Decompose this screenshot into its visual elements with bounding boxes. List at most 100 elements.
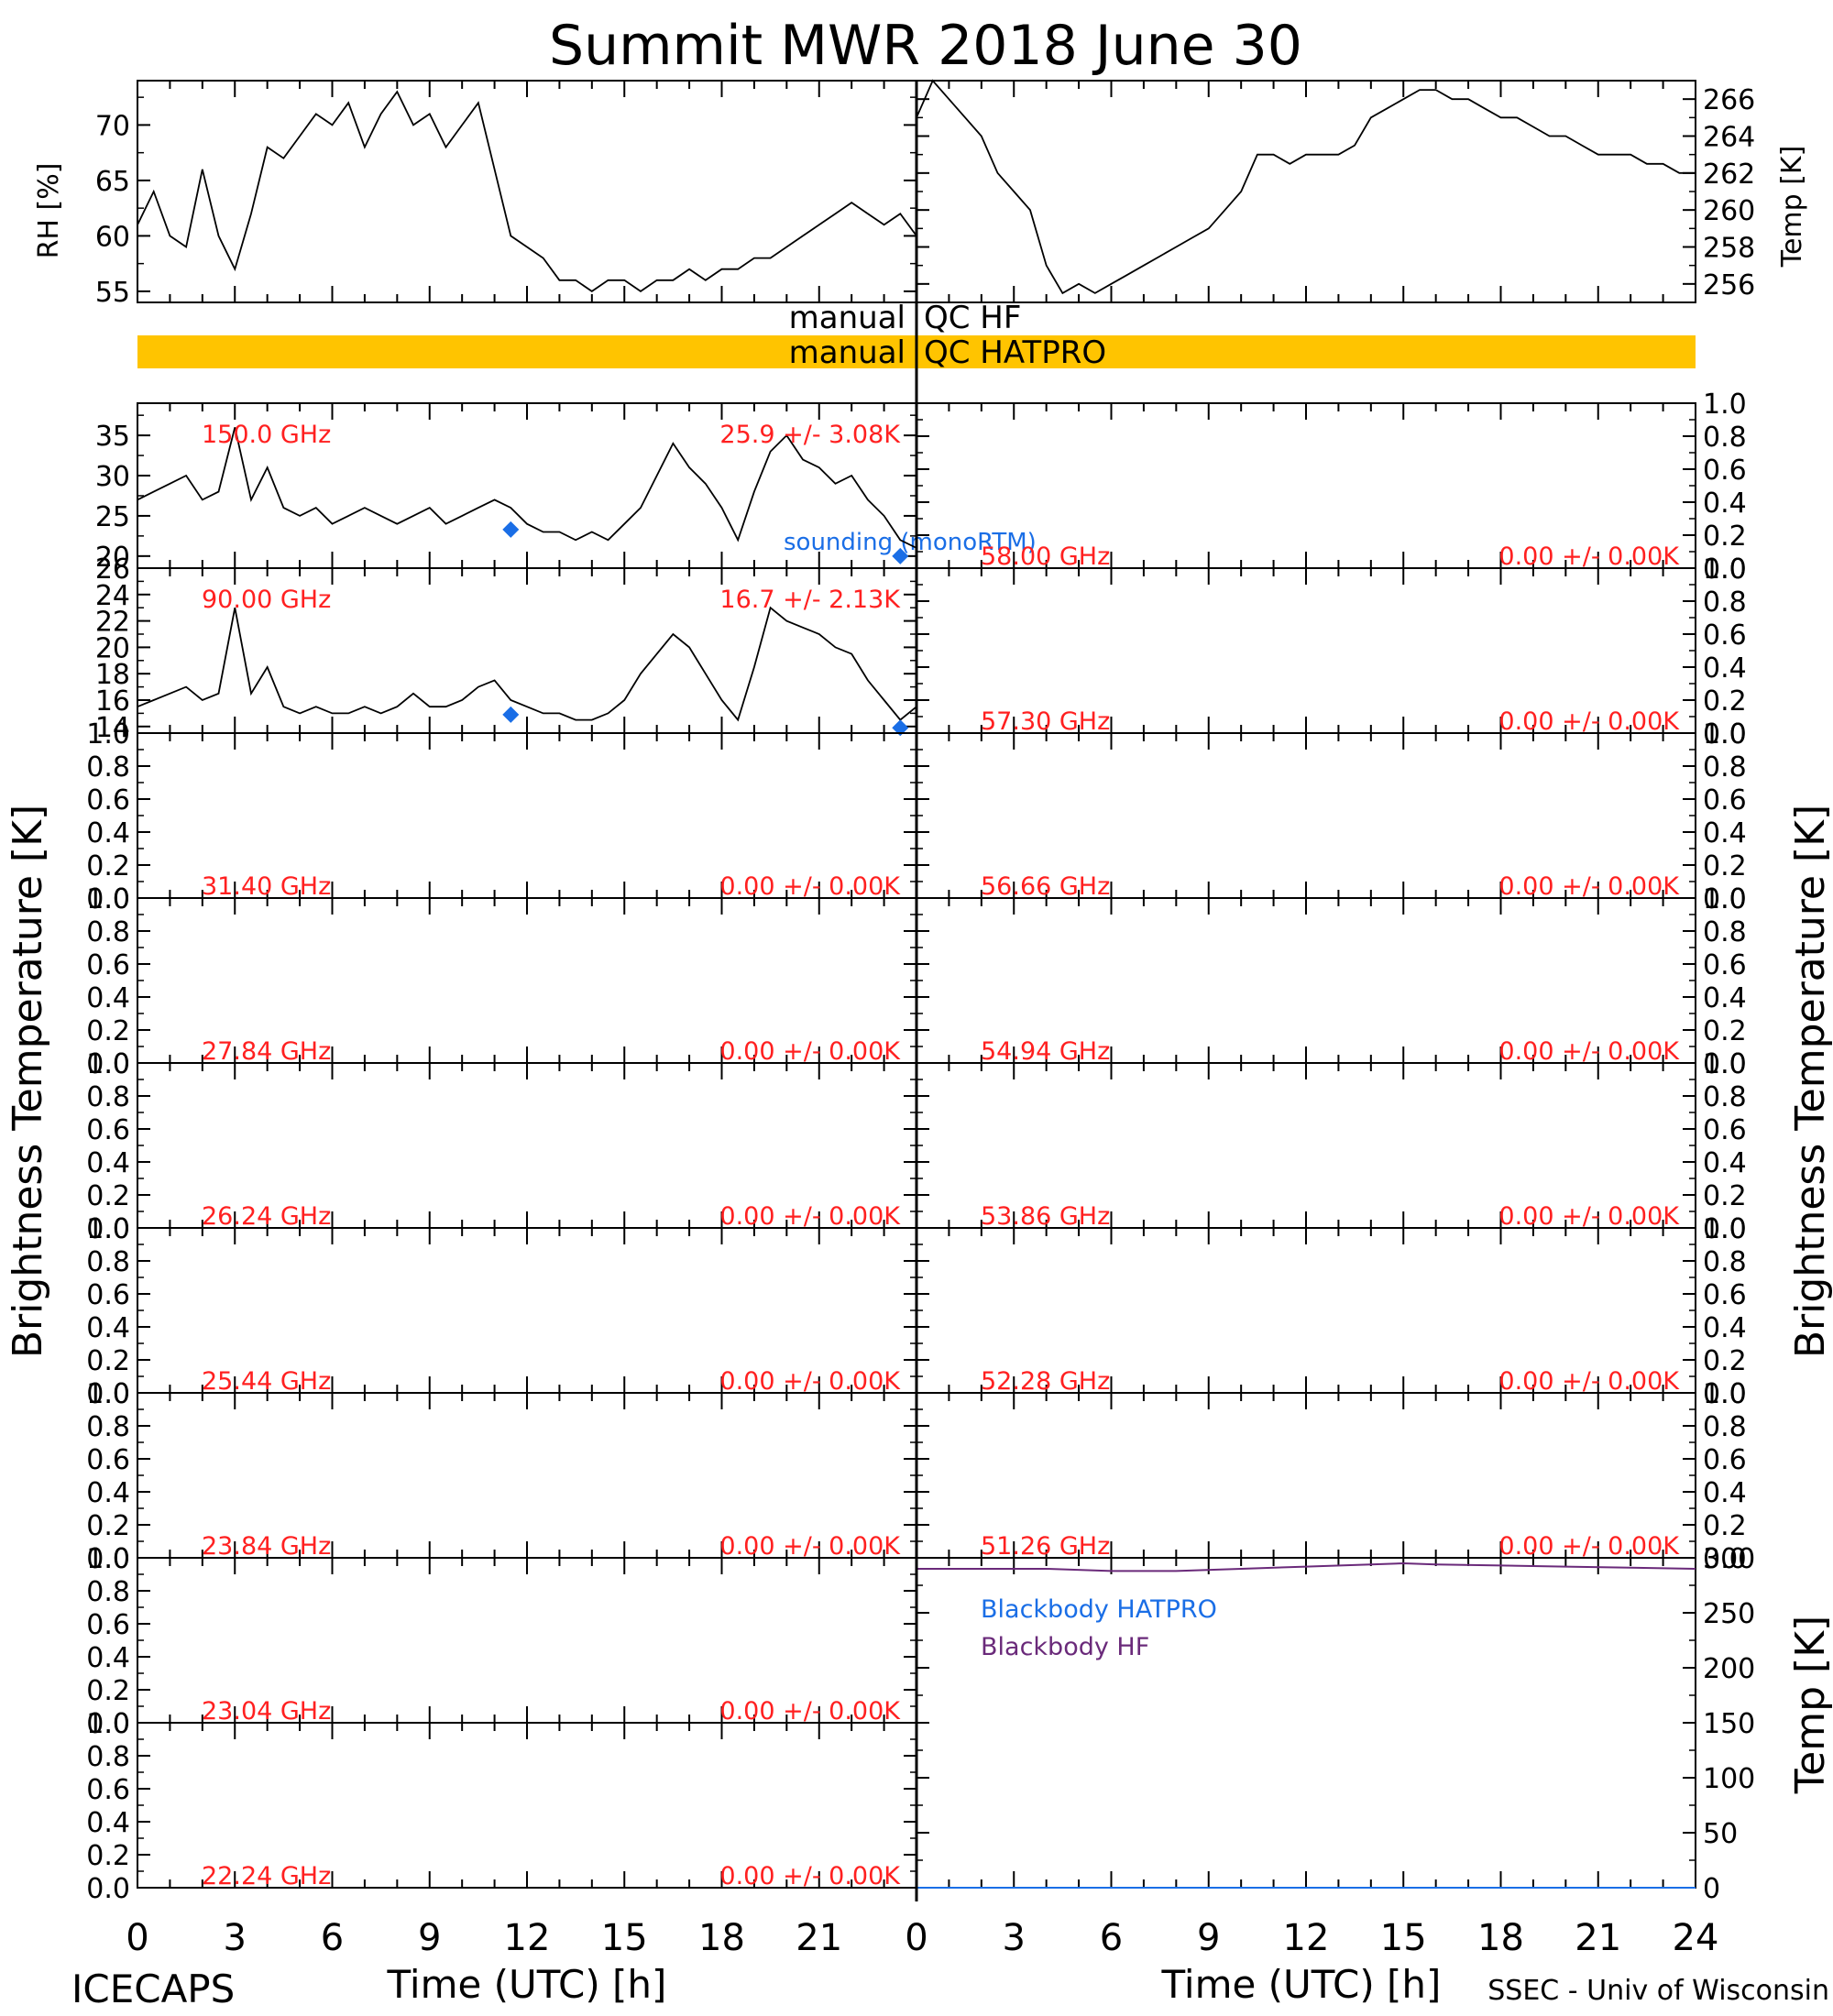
y-tick-label: 0.6 [1703, 1279, 1747, 1311]
y-tick-label: 25 [95, 501, 130, 533]
y-tick-label: 100 [1703, 1763, 1755, 1795]
x-tick-label: 21 [1575, 1917, 1621, 1959]
y-tick-label: 0 [1703, 1873, 1720, 1905]
y-tick-label: 0.2 [1703, 1510, 1747, 1542]
y-tick-label: 0.0 [86, 1708, 130, 1740]
panel-tb25-44: 0.00.20.40.60.81.025.44 GHz 0.00 +/- 0.00… [86, 1213, 917, 1410]
y-tick-label: 26 [95, 553, 130, 586]
y-tick-label: 0.0 [1703, 1048, 1747, 1080]
freq-label: 27.84 GHz [202, 1037, 331, 1066]
y-tick-label: 1.0 [86, 1708, 130, 1740]
qc-hf-label-left: manual [789, 300, 906, 336]
y-tick-label: 0.6 [1703, 1114, 1747, 1146]
y-tick-label: 1.0 [1703, 389, 1747, 421]
y-tick-label: 0.8 [86, 751, 130, 783]
series-line [137, 90, 917, 292]
y-tick-label: 0.4 [1703, 1147, 1747, 1179]
stat-label: 0.00 +/- 0.00K [1498, 872, 1680, 901]
y-tick-label: 0.6 [1703, 619, 1747, 652]
series-line [916, 79, 1696, 295]
y-tick-label: 0.8 [86, 1411, 130, 1443]
freq-label: 150.0 GHz [202, 421, 331, 449]
panel-tb54-94: 0.00.20.40.60.81.054.94 GHz 0.00 +/- 0.00… [916, 883, 1747, 1080]
freq-label: 51.26 GHz [981, 1532, 1110, 1561]
sounding-point [502, 520, 520, 538]
y-tick-label: 1.0 [86, 1543, 130, 1575]
sounding-point [502, 706, 520, 723]
y-tick-label: 1.0 [1703, 553, 1747, 586]
y-tick-label: 0.0 [86, 1048, 130, 1080]
panel-frame [137, 80, 917, 303]
y-tick-label: 0.6 [86, 784, 130, 816]
y-tick-label: 0.6 [86, 949, 130, 981]
y-tick-label: 0.4 [86, 1807, 130, 1839]
y-tick-label: 260 [1703, 195, 1755, 227]
y-tick-label: 0.6 [1703, 949, 1747, 981]
x-tick-label: 18 [1477, 1917, 1524, 1959]
xlabel-right: Time (UTC) [h] [1161, 1962, 1442, 2007]
stat-label: 0.00 +/- 0.00K [719, 1037, 901, 1066]
qc-hf-label-right: QC HF [924, 300, 1021, 336]
x-tick-label: 12 [504, 1917, 551, 1959]
y-tick-label: 65 [95, 166, 130, 198]
y-tick-label: 266 [1703, 84, 1755, 116]
y-tick-label: 18 [95, 659, 130, 691]
y-tick-label: 0.0 [86, 1543, 130, 1575]
y-tick-label: 0.0 [1703, 553, 1747, 586]
y-tick-label: 0.2 [86, 1840, 130, 1872]
freq-label: 90.00 GHz [202, 586, 331, 614]
y-tick-label: 0.2 [1703, 850, 1747, 882]
stat-label: 0.00 +/- 0.00K [719, 1532, 901, 1561]
y-tick-label: 0.2 [1703, 1015, 1747, 1047]
footer-left: ICECAPS [71, 1967, 235, 2011]
y-tick-label: 0.8 [1703, 1411, 1747, 1443]
y-tick-label: 0.6 [86, 1279, 130, 1311]
ylabel-left: Brightness Temperature [K] [5, 805, 51, 1358]
freq-label: 53.86 GHz [981, 1202, 1110, 1231]
stat-label: 0.00 +/- 0.00K [1498, 1367, 1680, 1396]
y-tick-label: 1.0 [1703, 1048, 1747, 1080]
y-tick-label: 0.6 [86, 1444, 130, 1476]
x-tick-label: 3 [1003, 1917, 1026, 1959]
x-tick-label: 9 [1197, 1917, 1220, 1959]
y-tick-label: 35 [95, 421, 130, 453]
y-tick-label: 20 [95, 632, 130, 664]
y-tick-label: 0.4 [1703, 652, 1747, 685]
sounding-legend: sounding (monoRTM) [784, 529, 1037, 556]
stat-label: 16.7 +/- 2.13K [719, 586, 901, 614]
y-tick-label: 0.8 [86, 916, 130, 948]
y-tick-label: 0.4 [1703, 1477, 1747, 1509]
freq-label: 56.66 GHz [981, 872, 1110, 901]
panel-tb51-26: 0.00.20.40.60.81.051.26 GHz 0.00 +/- 0.00… [916, 1378, 1747, 1575]
freq-label: 57.30 GHz [981, 707, 1110, 736]
y-tick-label: 0.4 [86, 1642, 130, 1674]
y-tick-label: 0.6 [86, 1609, 130, 1641]
y-tick-label: 60 [95, 221, 130, 253]
x-tick-label: 3 [224, 1917, 247, 1959]
y-tick-label: 0.8 [1703, 1081, 1747, 1113]
x-axis-labels: 0 3 6 9 12 15 18 21 0 3 6 9 12 15 18 21 24 [126, 1917, 1718, 1959]
y-tick-label: 0.6 [86, 1774, 130, 1806]
y-tick-label: 70 [95, 110, 130, 142]
stat-label: 0.00 +/- 0.00K [719, 1367, 901, 1396]
y-tick-label: 0.0 [86, 1213, 130, 1245]
stat-label: 0.00 +/- 0.00K [1498, 707, 1680, 736]
freq-label: 22.24 GHz [202, 1862, 331, 1890]
y-tick-label: 0.2 [1703, 1345, 1747, 1377]
y-tick-label: 256 [1703, 269, 1755, 301]
panel-tb53-86: 0.00.20.40.60.81.053.86 GHz 0.00 +/- 0.00… [916, 1048, 1747, 1245]
panel-tb31-40: 0.00.20.40.60.81.031.40 GHz 0.00 +/- 0.00… [86, 718, 917, 915]
ylabel-temp: Temp [K] [1776, 146, 1808, 268]
series-line-blackbody-hf [916, 1561, 1696, 1572]
stat-label: 0.00 +/- 0.00K [1498, 1037, 1680, 1066]
series-line [137, 427, 917, 549]
freq-label: 26.24 GHz [202, 1202, 331, 1231]
y-tick-label: 0.2 [86, 1675, 130, 1707]
x-tick-label: 6 [1100, 1917, 1123, 1959]
ylabel-bb-temp: Temp [K] [1787, 1616, 1833, 1794]
stat-label: 0.00 +/- 0.00K [1498, 1202, 1680, 1231]
y-tick-label: 250 [1703, 1598, 1755, 1630]
y-tick-label: 1.0 [1703, 883, 1747, 915]
stat-label: 0.00 +/- 0.00K [1498, 542, 1680, 571]
